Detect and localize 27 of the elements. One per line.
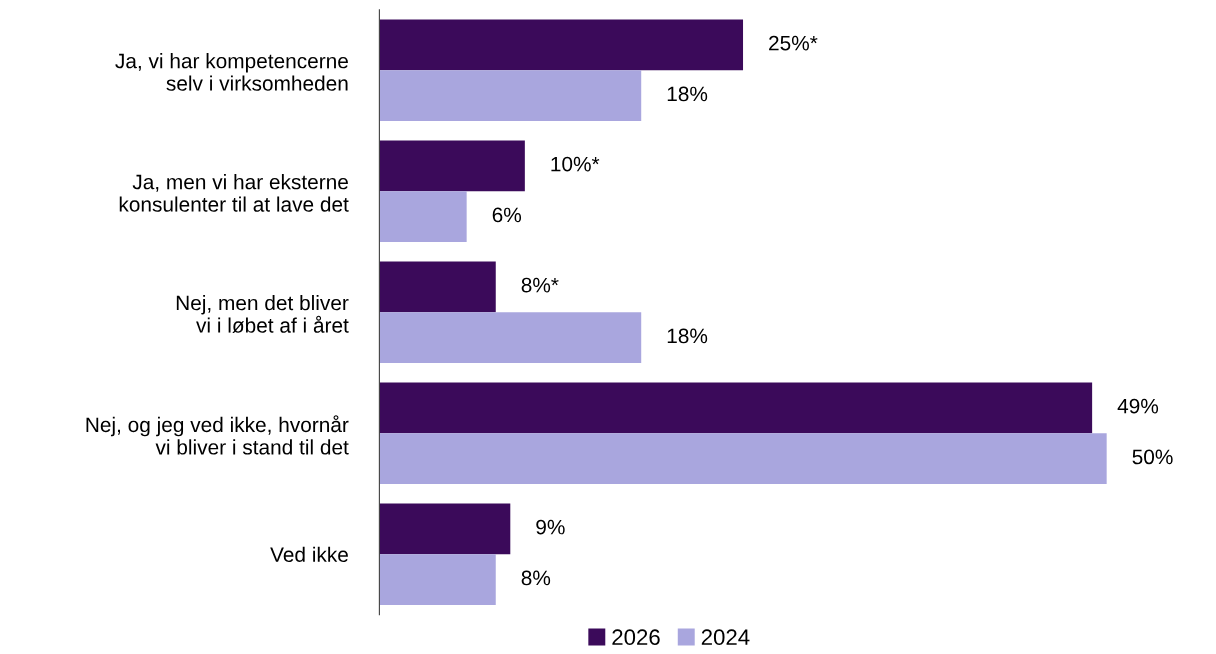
data-label: 10%* <box>551 156 600 172</box>
bar <box>379 554 496 606</box>
bar <box>379 433 1107 485</box>
data-label: 6% <box>492 207 522 223</box>
bar <box>379 19 744 71</box>
y-tick-label: Nej, og jeg ved ikke, hvornår vi bliver i stand til det <box>86 415 349 455</box>
y-tick-label: Ved ikke <box>270 546 348 563</box>
bar <box>379 191 467 243</box>
bar <box>379 140 525 192</box>
data-label: 18% <box>667 328 708 344</box>
bar <box>379 261 496 313</box>
data-label: 50% <box>1132 449 1173 465</box>
data-label: 8%* <box>521 277 559 293</box>
legend-label: 2024 <box>701 629 750 646</box>
bar <box>379 312 642 364</box>
data-label: 18% <box>667 86 708 102</box>
data-label: 9% <box>536 519 565 535</box>
data-label: 8% <box>521 570 551 586</box>
bar <box>379 382 1093 434</box>
data-label: 49% <box>1117 398 1159 414</box>
data-label: 25%* <box>769 35 818 51</box>
y-tick-label: Ja, men vi har eksterne konsulenter til at lave det <box>119 174 349 212</box>
bar <box>379 503 511 555</box>
y-tick-label: Nej, men det bliver vi i løbet af i året <box>176 295 349 333</box>
legend-label: 2026 <box>612 629 660 646</box>
y-tick-label: Ja, vi har kompetencerne selv i virksomheden <box>115 53 348 91</box>
bar <box>379 70 642 122</box>
